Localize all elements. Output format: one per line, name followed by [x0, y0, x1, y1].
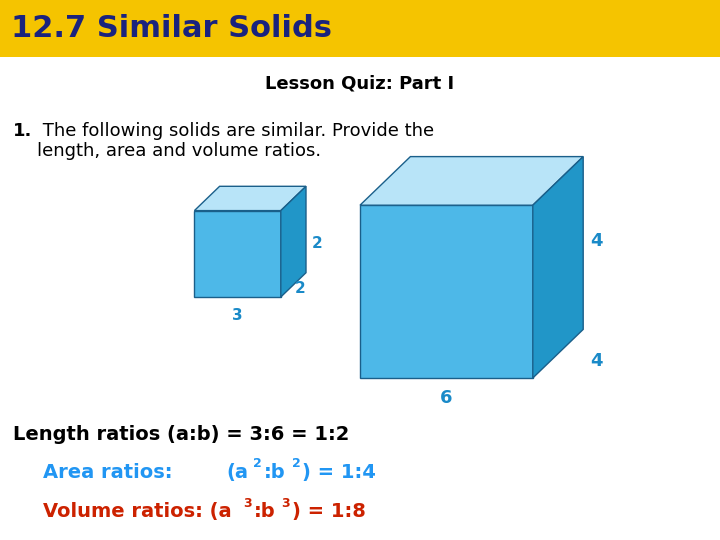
Text: 2: 2: [294, 281, 305, 296]
Text: 2: 2: [312, 236, 323, 251]
Text: :b: :b: [264, 463, 286, 482]
Text: Lesson Quiz: Part I: Lesson Quiz: Part I: [266, 75, 454, 93]
Text: 1.: 1.: [13, 122, 32, 139]
Polygon shape: [194, 211, 281, 297]
Polygon shape: [360, 205, 533, 378]
Text: 2: 2: [292, 457, 300, 470]
Text: 12.7 Similar Solids: 12.7 Similar Solids: [11, 14, 332, 43]
Text: Length ratios (a:b) = 3:6 = 1:2: Length ratios (a:b) = 3:6 = 1:2: [13, 425, 349, 444]
Text: 3: 3: [233, 308, 243, 323]
Text: Area ratios:: Area ratios:: [43, 463, 173, 482]
Polygon shape: [194, 186, 306, 211]
Text: Volume ratios: (a: Volume ratios: (a: [43, 502, 232, 522]
Text: ) = 1:8: ) = 1:8: [292, 502, 366, 522]
Text: 3: 3: [243, 497, 252, 510]
Text: 6: 6: [440, 389, 453, 407]
Text: The following solids are similar. Provide the
length, area and volume ratios.: The following solids are similar. Provid…: [37, 122, 435, 160]
Text: 4: 4: [590, 232, 603, 251]
Text: :b: :b: [254, 502, 276, 522]
Text: ) = 1:4: ) = 1:4: [302, 463, 377, 482]
Polygon shape: [533, 157, 583, 378]
Text: 2: 2: [253, 457, 262, 470]
Text: 4: 4: [590, 352, 603, 370]
Polygon shape: [360, 157, 583, 205]
Polygon shape: [281, 186, 306, 297]
Text: (a: (a: [227, 463, 249, 482]
Text: 3: 3: [282, 497, 290, 510]
Bar: [0, 0, 720, 57]
